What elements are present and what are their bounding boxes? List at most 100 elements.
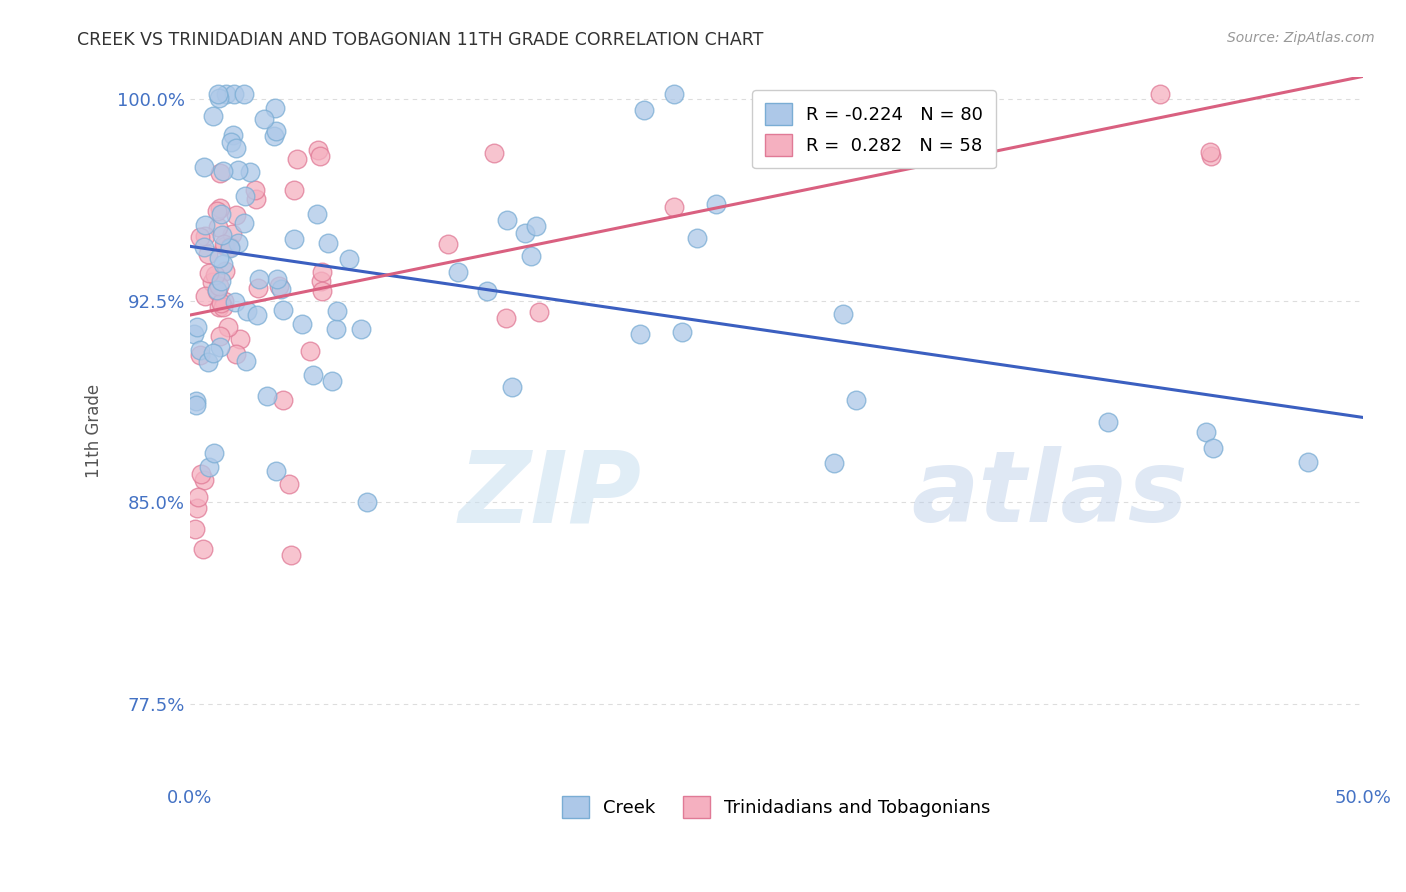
Point: [326, 303, 349, 318]
Point: [194, 228, 217, 243]
Point: [207, 87, 229, 101]
Point: [285, 152, 308, 166]
Point: [232, 217, 254, 231]
Point: [214, 264, 236, 278]
Point: [194, 289, 217, 303]
Y-axis label: 11th Grade: 11th Grade: [86, 384, 103, 478]
Point: [298, 343, 321, 358]
Point: [243, 183, 266, 197]
Point: [193, 240, 215, 254]
Point: [495, 310, 517, 325]
Point: [283, 232, 305, 246]
Point: [202, 446, 225, 460]
Text: CREEK VS TRINIDADIAN AND TOBAGONIAN 11TH GRADE CORRELATION CHART: CREEK VS TRINIDADIAN AND TOBAGONIAN 11TH…: [77, 31, 763, 49]
Point: [316, 235, 339, 250]
Point: [219, 240, 242, 254]
Legend: Creek, Trinidadians and Tobagonians: Creek, Trinidadians and Tobagonians: [555, 789, 998, 825]
Point: [208, 278, 231, 293]
Text: atlas: atlas: [911, 446, 1188, 543]
Point: [664, 200, 686, 214]
Point: [226, 235, 249, 250]
Point: [246, 281, 269, 295]
Point: [207, 203, 229, 218]
Point: [207, 219, 229, 234]
Point: [214, 239, 236, 253]
Point: [447, 265, 470, 279]
Point: [202, 346, 225, 360]
Point: [302, 368, 325, 382]
Point: [526, 219, 548, 233]
Point: [229, 332, 252, 346]
Point: [283, 183, 305, 197]
Point: [515, 226, 537, 240]
Point: [267, 279, 290, 293]
Point: [225, 347, 247, 361]
Point: [245, 192, 267, 206]
Point: [264, 124, 287, 138]
Point: [186, 320, 208, 334]
Point: [187, 490, 209, 504]
Point: [197, 460, 219, 475]
Point: [273, 392, 295, 407]
Text: Source: ZipAtlas.com: Source: ZipAtlas.com: [1227, 31, 1375, 45]
Point: [256, 389, 278, 403]
Point: [247, 271, 270, 285]
Point: [193, 473, 215, 487]
Point: [1149, 87, 1171, 101]
Point: [671, 326, 693, 340]
Point: [291, 317, 314, 331]
Point: [233, 189, 256, 203]
Point: [264, 464, 287, 478]
Point: [217, 320, 239, 334]
Point: [356, 495, 378, 509]
Point: [475, 285, 498, 299]
Point: [193, 161, 215, 175]
Point: [823, 456, 845, 470]
Point: [277, 476, 299, 491]
Point: [188, 348, 211, 362]
Point: [209, 274, 232, 288]
Point: [845, 392, 868, 407]
Point: [219, 241, 242, 255]
Point: [307, 143, 329, 157]
Point: [221, 227, 243, 241]
Point: [501, 380, 523, 394]
Point: [325, 321, 347, 335]
Point: [226, 162, 249, 177]
Point: [224, 294, 246, 309]
Point: [321, 374, 343, 388]
Point: [527, 305, 550, 319]
Point: [280, 548, 302, 562]
Point: [266, 272, 288, 286]
Point: [263, 129, 285, 144]
Point: [209, 206, 232, 220]
Point: [194, 219, 217, 233]
Point: [215, 87, 238, 101]
Point: [482, 145, 505, 160]
Point: [309, 149, 332, 163]
Point: [253, 112, 276, 126]
Point: [211, 228, 233, 243]
Point: [225, 141, 247, 155]
Point: [184, 522, 207, 536]
Point: [212, 300, 235, 314]
Point: [186, 398, 208, 412]
Point: [662, 87, 685, 101]
Point: [704, 197, 727, 211]
Point: [208, 340, 231, 354]
Point: [307, 206, 329, 220]
Point: [184, 393, 207, 408]
Point: [1199, 145, 1222, 159]
Point: [311, 285, 333, 299]
Point: [239, 164, 262, 178]
Point: [236, 303, 259, 318]
Point: [214, 293, 236, 308]
Point: [270, 282, 292, 296]
Text: ZIP: ZIP: [458, 446, 641, 543]
Point: [263, 101, 285, 115]
Point: [1097, 415, 1119, 429]
Point: [232, 87, 254, 101]
Point: [207, 301, 229, 315]
Point: [495, 213, 517, 227]
Point: [1298, 455, 1320, 469]
